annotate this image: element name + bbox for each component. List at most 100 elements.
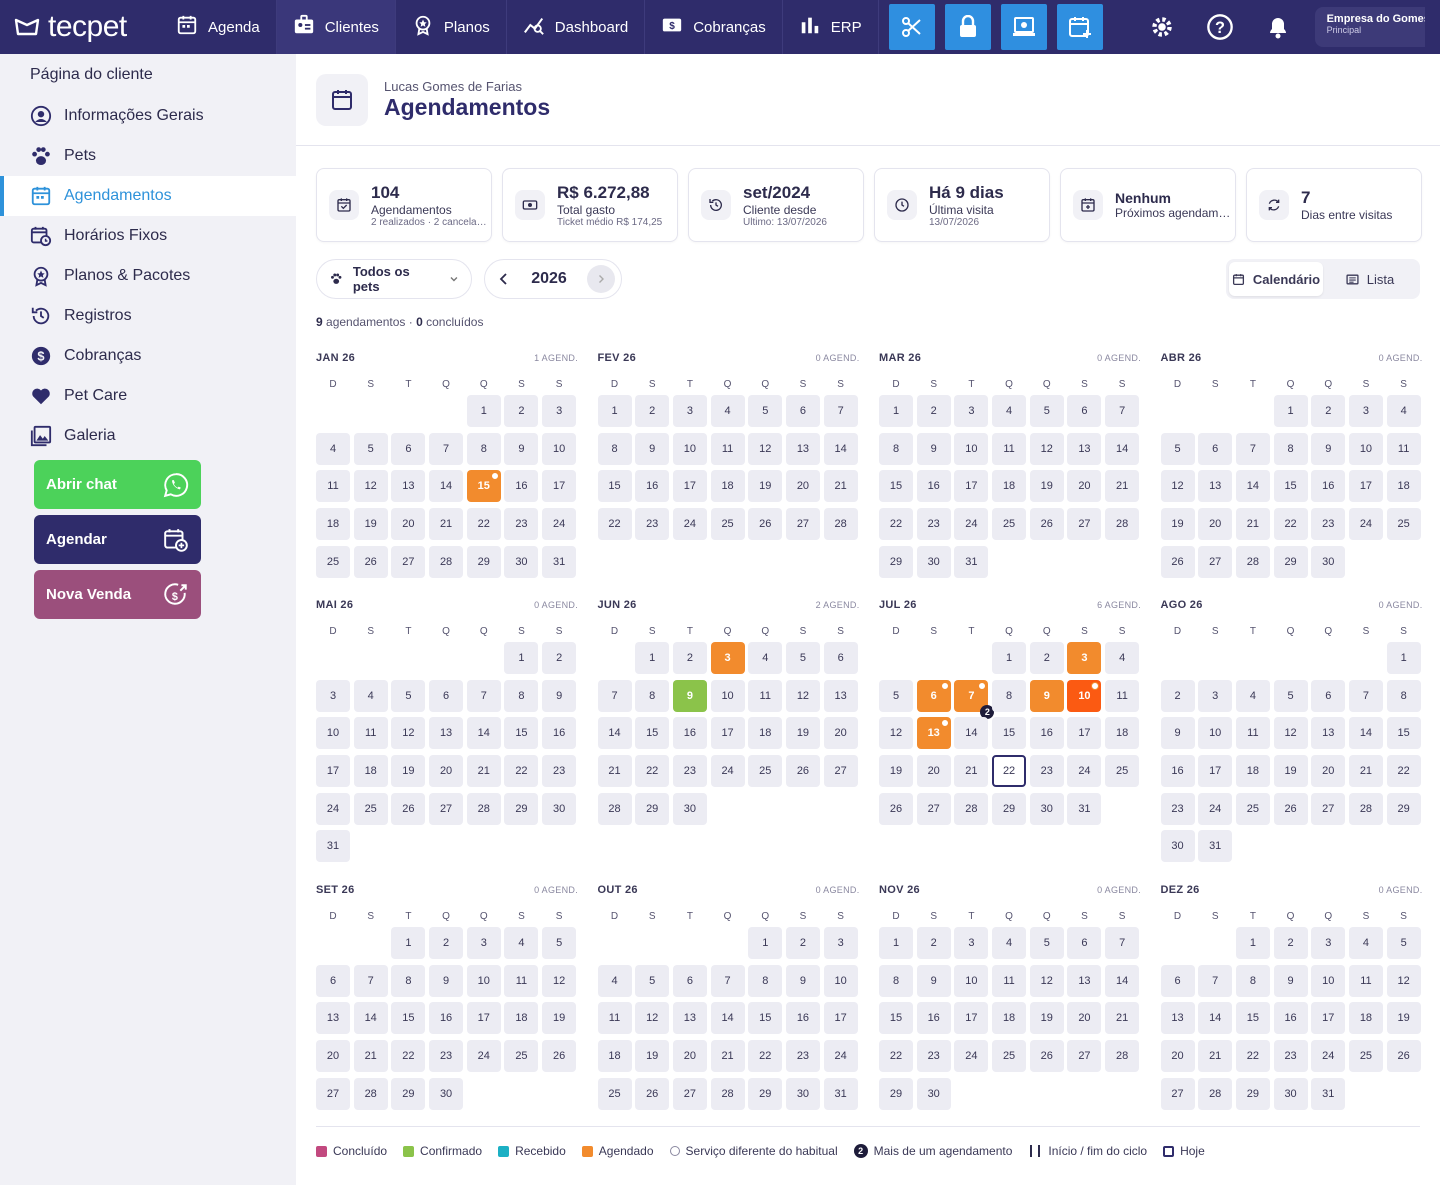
day-cell-marked[interactable]: 3 [1067, 642, 1102, 674]
day-cell[interactable]: 10 [710, 679, 745, 712]
day-cell[interactable]: 8 [992, 679, 1027, 712]
day-cell[interactable]: 4 [748, 642, 783, 674]
day-cell[interactable]: 28 [954, 792, 989, 825]
sidebar-item-galeria[interactable]: Galeria [0, 416, 296, 456]
day-cell[interactable]: 21 [1348, 755, 1383, 788]
day-cell[interactable]: 2 [785, 927, 820, 959]
day-cell[interactable]: 26 [1029, 508, 1064, 541]
day-cell[interactable]: 5 [542, 927, 577, 959]
day-cell[interactable]: 24 [954, 1040, 989, 1073]
day-cell[interactable]: 19 [1273, 755, 1308, 788]
day-cell[interactable]: 29 [1235, 1077, 1270, 1110]
day-cell[interactable]: 19 [879, 755, 913, 788]
day-cell[interactable]: 19 [353, 508, 388, 541]
day-cell[interactable]: 12 [1160, 470, 1195, 503]
day-cell[interactable]: 27 [916, 792, 951, 825]
day-cell[interactable]: 19 [1029, 1002, 1064, 1035]
day-cell[interactable]: 13 [1198, 470, 1233, 503]
day-cell[interactable]: 15 [879, 1002, 913, 1035]
day-cell[interactable]: 14 [1235, 470, 1270, 503]
day-cell[interactable]: 28 [1198, 1077, 1233, 1110]
day-cell[interactable]: 12 [1386, 964, 1421, 997]
day-cell[interactable]: 16 [1273, 1002, 1308, 1035]
day-cell[interactable]: 11 [316, 470, 350, 503]
day-cell[interactable]: 20 [916, 755, 951, 788]
day-cell[interactable]: 30 [785, 1077, 820, 1110]
day-cell[interactable]: 23 [785, 1040, 820, 1073]
day-cell[interactable]: 20 [1160, 1040, 1195, 1073]
day-cell[interactable]: 31 [1311, 1077, 1346, 1110]
day-cell[interactable]: 27 [672, 1077, 707, 1110]
sidebar-item-horários-fixos[interactable]: Horários Fixos [0, 216, 296, 256]
day-cell[interactable]: 19 [391, 755, 426, 788]
nav-item-clientes[interactable]: Clientes [276, 0, 396, 54]
day-cell[interactable]: 9 [1273, 964, 1308, 997]
day-cell[interactable]: 30 [542, 792, 577, 825]
day-cell[interactable]: 18 [1105, 717, 1140, 750]
day-cell[interactable]: 26 [1160, 545, 1195, 578]
day-cell[interactable]: 23 [429, 1040, 464, 1073]
day-cell[interactable]: 11 [710, 432, 745, 465]
day-cell[interactable]: 15 [504, 717, 539, 750]
day-cell[interactable]: 29 [635, 792, 670, 825]
day-cell[interactable]: 4 [1105, 642, 1140, 674]
day-cell[interactable]: 17 [710, 717, 745, 750]
day-cell[interactable]: 27 [1311, 792, 1346, 825]
day-cell[interactable]: 12 [635, 1002, 670, 1035]
day-cell[interactable]: 5 [748, 395, 783, 427]
day-cell[interactable]: 2 [1273, 927, 1308, 959]
day-cell[interactable]: 20 [1311, 755, 1346, 788]
day-cell[interactable]: 9 [429, 964, 464, 997]
day-cell[interactable]: 27 [316, 1077, 350, 1110]
day-cell[interactable]: 7 [823, 395, 858, 427]
day-cell[interactable]: 14 [466, 717, 501, 750]
day-cell[interactable]: 18 [316, 508, 350, 541]
day-cell[interactable]: 3 [542, 395, 577, 427]
day-cell[interactable]: 30 [1160, 830, 1195, 863]
day-cell[interactable]: 23 [635, 508, 670, 541]
day-cell[interactable]: 6 [1067, 927, 1102, 959]
day-cell[interactable]: 12 [353, 470, 388, 503]
day-cell[interactable]: 10 [823, 964, 858, 997]
day-cell[interactable]: 1 [879, 927, 913, 959]
day-cell[interactable]: 9 [635, 432, 670, 465]
day-cell[interactable]: 23 [1160, 792, 1195, 825]
day-cell[interactable]: 6 [391, 432, 426, 465]
day-cell[interactable]: 16 [1160, 755, 1195, 788]
day-cell[interactable]: 15 [391, 1002, 426, 1035]
day-cell[interactable]: 5 [1029, 927, 1064, 959]
day-cell[interactable]: 5 [1029, 395, 1064, 427]
day-cell[interactable]: 28 [1348, 792, 1383, 825]
day-cell[interactable]: 21 [1198, 1040, 1233, 1073]
day-cell[interactable]: 12 [879, 717, 913, 750]
day-cell[interactable]: 21 [353, 1040, 388, 1073]
day-cell[interactable]: 29 [879, 1077, 913, 1110]
day-cell[interactable]: 1 [748, 927, 783, 959]
day-cell[interactable]: 17 [672, 470, 707, 503]
day-cell[interactable]: 5 [785, 642, 820, 674]
day-cell-marked[interactable]: 15 [466, 470, 501, 503]
day-cell[interactable]: 8 [879, 432, 913, 465]
day-cell[interactable]: 5 [635, 964, 670, 997]
day-cell[interactable]: 24 [710, 755, 745, 788]
day-cell[interactable]: 11 [1348, 964, 1383, 997]
day-cell[interactable]: 15 [1386, 717, 1421, 750]
day-cell[interactable]: 22 [1273, 508, 1308, 541]
day-cell[interactable]: 28 [1105, 508, 1140, 541]
day-cell[interactable]: 21 [597, 755, 632, 788]
day-cell[interactable]: 1 [879, 395, 913, 427]
sidebar-item-pets[interactable]: Pets [0, 136, 296, 176]
day-cell[interactable]: 10 [466, 964, 501, 997]
day-cell[interactable]: 14 [1198, 1002, 1233, 1035]
day-cell[interactable]: 14 [1105, 964, 1140, 997]
day-cell[interactable]: 18 [748, 717, 783, 750]
day-cell[interactable]: 7 [1235, 432, 1270, 465]
day-cell[interactable]: 29 [1273, 545, 1308, 578]
pos-tool-button[interactable] [1000, 4, 1047, 50]
day-cell[interactable]: 9 [916, 964, 951, 997]
day-cell[interactable]: 16 [542, 717, 577, 750]
day-cell[interactable]: 11 [353, 717, 388, 750]
day-cell[interactable]: 8 [1235, 964, 1270, 997]
company-selector[interactable]: Empresa do Gomes Principal [1314, 7, 1425, 47]
day-cell[interactable]: 14 [823, 432, 858, 465]
